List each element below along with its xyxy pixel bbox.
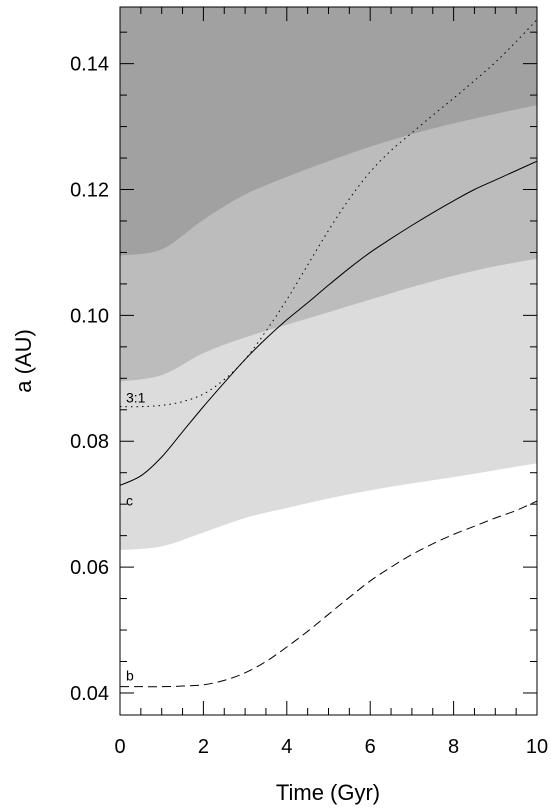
y-axis-title: a (AU) bbox=[11, 329, 36, 393]
x-tick-label: 4 bbox=[281, 736, 292, 758]
x-axis-title: Time (Gyr) bbox=[276, 780, 380, 805]
planet-c-curve bbox=[120, 160, 537, 486]
planet-c-label: c bbox=[126, 492, 133, 508]
y-tick-label: 0.08 bbox=[70, 431, 109, 453]
x-tick-label: 0 bbox=[114, 736, 125, 758]
y-tick-label: 0.10 bbox=[70, 305, 109, 327]
y-tick-label: 0.14 bbox=[70, 54, 109, 76]
y-tick-label: 0.12 bbox=[70, 180, 109, 202]
y-tick-label: 0.04 bbox=[70, 683, 109, 705]
shaded-bands bbox=[120, 7, 537, 551]
planet-b-label: b bbox=[126, 668, 134, 684]
curve-labels: b c 3:1 bbox=[126, 390, 146, 684]
x-tick-label: 8 bbox=[448, 736, 459, 758]
series-lines bbox=[120, 19, 537, 688]
resonance-3-1-label: 3:1 bbox=[126, 390, 146, 406]
tick-labels: 0 2 4 6 8 10 0.04 0.06 0.08 0.10 0.12 0.14 bbox=[70, 54, 548, 758]
dark-band bbox=[120, 7, 537, 256]
x-tick-label: 6 bbox=[365, 736, 376, 758]
resonance-3-1-curve bbox=[120, 19, 537, 408]
x-tick-label: 2 bbox=[198, 736, 209, 758]
planet-b-curve bbox=[120, 500, 537, 688]
y-tick-label: 0.06 bbox=[70, 557, 109, 579]
x-tick-label: 10 bbox=[526, 736, 548, 758]
plot-frame bbox=[119, 6, 538, 716]
